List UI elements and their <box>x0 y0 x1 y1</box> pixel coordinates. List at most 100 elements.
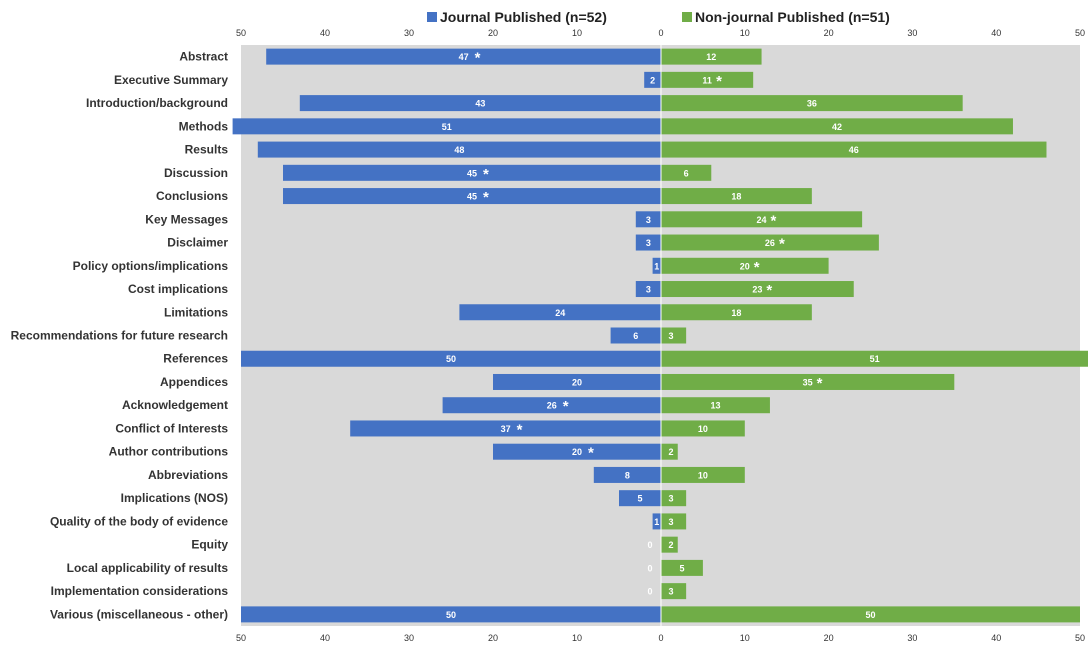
bar-nonjournal <box>661 443 678 460</box>
bar-value-label-nonjournal: 10 <box>698 424 708 434</box>
x-tick-label-top: 50 <box>236 28 246 38</box>
category-label: Quality of the body of evidence <box>50 514 228 528</box>
x-tick-label-top: 50 <box>1075 28 1085 38</box>
bar-nonjournal <box>661 141 1047 158</box>
bar-value-label-nonjournal: 18 <box>731 308 741 318</box>
bar-value-label-journal: 45 <box>467 168 477 178</box>
bar-value-label-journal: 47 <box>459 52 469 62</box>
bar-value-label-nonjournal: 24 <box>757 215 767 225</box>
x-tick-label-top: 40 <box>320 28 330 38</box>
category-label: Methods <box>179 119 229 133</box>
bar-value-label-nonjournal: 11 <box>702 75 712 85</box>
significance-star-nonjournal: * <box>817 375 823 392</box>
bar-value-label-journal: 3 <box>646 238 651 248</box>
bar-journal <box>241 606 661 623</box>
category-label: Various (miscellaneous - other) <box>50 607 228 621</box>
bar-nonjournal <box>661 327 687 344</box>
category-label: Recommendations for future research <box>11 329 228 343</box>
x-tick-label-top: 0 <box>658 28 663 38</box>
bar-value-label-journal: 24 <box>555 308 565 318</box>
x-tick-label-bottom: 30 <box>404 633 414 643</box>
legend-swatch-journal <box>427 12 437 22</box>
category-label: Policy options/implications <box>73 259 229 273</box>
bar-nonjournal <box>661 490 687 507</box>
bar-value-label-nonjournal: 2 <box>668 540 673 550</box>
bar-nonjournal <box>661 536 678 553</box>
bar-value-label-nonjournal: 42 <box>832 122 842 132</box>
bar-value-label-journal: 5 <box>637 494 642 504</box>
legend-label-nonjournal: Non-journal Published (n=51) <box>695 9 890 25</box>
category-label: Abbreviations <box>148 468 228 482</box>
x-tick-label-bottom: 40 <box>320 633 330 643</box>
bar-journal <box>593 466 661 483</box>
bar-journal <box>644 71 661 88</box>
category-label: Conflict of Interests <box>115 421 228 435</box>
bar-value-label-nonjournal: 20 <box>740 261 750 271</box>
category-label: Equity <box>191 538 228 552</box>
significance-star-nonjournal: * <box>771 212 777 229</box>
bar-value-label-nonjournal: 50 <box>865 610 875 620</box>
x-tick-label-top: 40 <box>991 28 1001 38</box>
x-tick-label-top: 20 <box>824 28 834 38</box>
bar-value-label-journal: 50 <box>446 610 456 620</box>
significance-star-nonjournal: * <box>716 73 722 90</box>
bar-value-label-journal: 8 <box>625 470 630 480</box>
bar-journal <box>232 118 661 135</box>
bar-journal <box>610 327 661 344</box>
category-label: Cost implications <box>128 282 228 296</box>
bar-journal <box>283 188 661 205</box>
bar-value-label-journal: 37 <box>501 424 511 434</box>
x-tick-label-bottom: 10 <box>572 633 582 643</box>
significance-star-journal: * <box>563 398 569 415</box>
x-tick-label-bottom: 50 <box>236 633 246 643</box>
bar-value-label-journal: 0 <box>647 563 652 573</box>
category-label: References <box>163 352 228 366</box>
bar-value-label-nonjournal: 51 <box>870 354 880 364</box>
bar-journal <box>241 350 661 367</box>
bar-nonjournal <box>661 513 687 530</box>
bar-nonjournal <box>661 559 703 576</box>
category-label: Introduction/background <box>86 96 228 110</box>
bar-value-label-nonjournal: 10 <box>698 470 708 480</box>
significance-star-nonjournal: * <box>779 236 785 253</box>
bar-value-label-nonjournal: 3 <box>668 494 673 504</box>
significance-star-journal: * <box>588 445 594 462</box>
category-label: Acknowledgement <box>122 398 228 412</box>
bar-journal <box>635 234 661 251</box>
bar-journal <box>493 443 661 460</box>
x-tick-label-bottom: 0 <box>658 633 663 643</box>
bar-journal <box>257 141 661 158</box>
bar-journal <box>619 490 661 507</box>
x-tick-label-bottom: 50 <box>1075 633 1085 643</box>
bar-value-label-journal: 48 <box>454 145 464 155</box>
bar-nonjournal <box>661 234 879 251</box>
bar-value-label-nonjournal: 23 <box>752 285 762 295</box>
significance-star-journal: * <box>517 421 523 438</box>
category-label: Author contributions <box>109 445 229 459</box>
bar-value-label-journal: 1 <box>654 261 659 271</box>
category-label: Limitations <box>164 305 228 319</box>
bar-value-label-nonjournal: 46 <box>849 145 859 155</box>
significance-star-journal: * <box>475 50 481 67</box>
category-label: Disclaimer <box>167 236 228 250</box>
x-tick-label-bottom: 10 <box>740 633 750 643</box>
bar-nonjournal <box>661 466 745 483</box>
bar-journal <box>635 281 661 298</box>
bar-value-label-nonjournal: 2 <box>668 447 673 457</box>
significance-star-nonjournal: * <box>754 259 760 276</box>
bar-value-label-nonjournal: 6 <box>684 168 689 178</box>
category-label: Local applicability of results <box>67 561 229 575</box>
significance-star-journal: * <box>483 166 489 183</box>
bar-value-label-journal: 20 <box>572 447 582 457</box>
x-tick-label-top: 20 <box>488 28 498 38</box>
significance-star-nonjournal: * <box>766 282 772 299</box>
bar-value-label-nonjournal: 12 <box>706 52 716 62</box>
category-label: Implications (NOS) <box>121 491 228 505</box>
bar-nonjournal <box>661 397 770 414</box>
bar-nonjournal <box>661 420 745 437</box>
bar-value-label-nonjournal: 36 <box>807 99 817 109</box>
bar-value-label-journal: 0 <box>647 587 652 597</box>
bar-journal <box>442 397 661 414</box>
